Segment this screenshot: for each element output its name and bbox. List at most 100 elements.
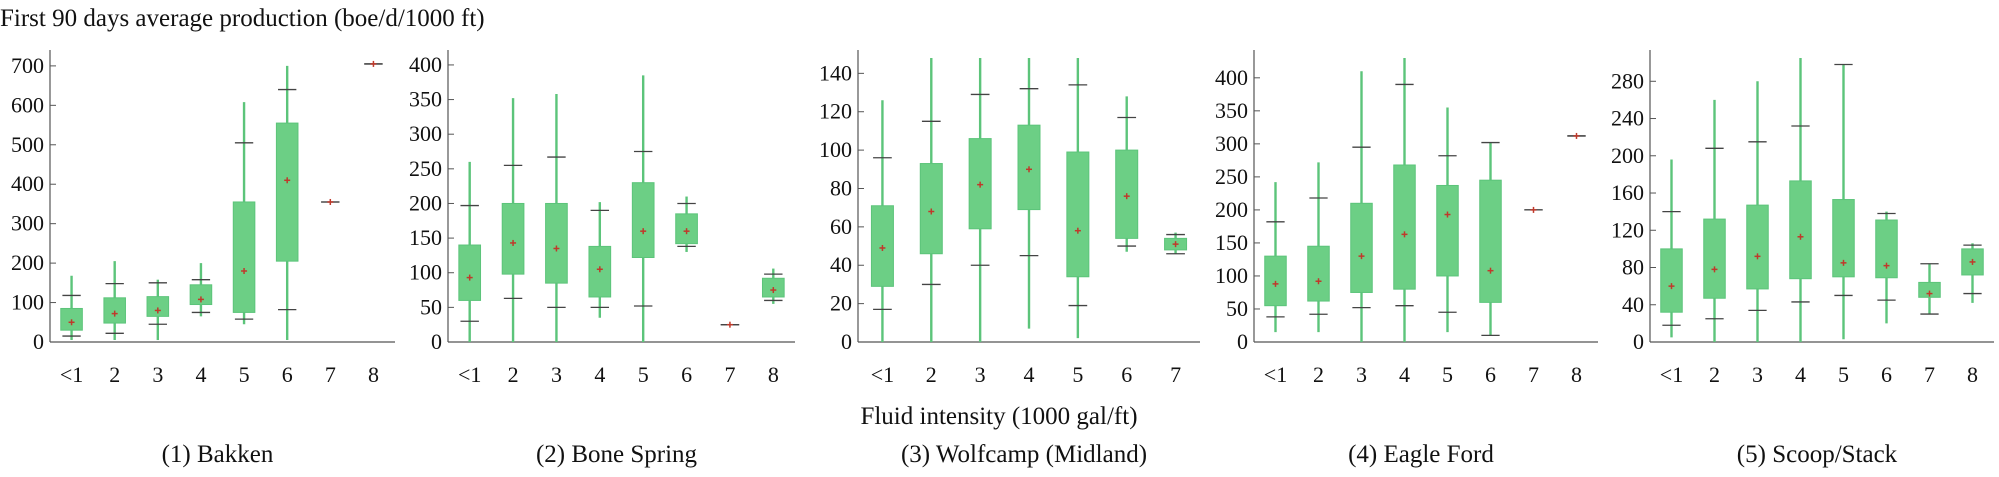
box-item: [1918, 263, 1941, 315]
x-tick-label: 8: [1967, 362, 1978, 387]
box-rect: [146, 296, 170, 317]
x-tick-label: 8: [368, 362, 379, 387]
box-rect: [545, 202, 568, 284]
box-rect: [1307, 245, 1330, 302]
x-tick-label: 3: [152, 362, 163, 387]
chart-panel: 0 100 200 300 400 500 600 700 <1 2 3 4 5 6 7 8 (1) Bakke…: [11, 50, 395, 468]
y-tick-label: 300: [1215, 131, 1248, 156]
x-tick-label: <1: [871, 362, 894, 387]
x-tick-label: 2: [926, 362, 937, 387]
y-tick-label: 240: [1611, 106, 1644, 131]
box-item: [545, 94, 568, 342]
y-tick-label: 0: [431, 329, 442, 354]
x-tick-label: 7: [325, 362, 336, 387]
x-axis-title: Fluid intensity (1000 gal/ft): [860, 403, 1137, 430]
y-tick-label: 100: [409, 260, 442, 285]
box-item: [1660, 159, 1683, 338]
y-tick-label: 20: [830, 291, 852, 316]
y-tick-label: 120: [1611, 217, 1644, 242]
y-tick-label: 400: [11, 171, 44, 196]
y-tick-label: 150: [1215, 230, 1248, 255]
box-item: [1164, 232, 1188, 255]
panel-caption: (5) Scoop/Stack: [1737, 441, 1898, 468]
y-tick-label: 600: [11, 92, 44, 117]
box-rect: [501, 202, 525, 275]
chart-panel: 0 50 100 150 200 250 300 350 400 <1 2 3 4 5 6 7 8 (4) Eag…: [1215, 50, 1598, 468]
x-tick-label: 5: [239, 362, 250, 387]
box-rect: [275, 122, 299, 262]
box-item: [1961, 243, 1984, 303]
box-rect: [458, 244, 482, 301]
box-item: [1567, 132, 1586, 139]
x-tick-label: 3: [1752, 362, 1763, 387]
box-rect: [1875, 219, 1898, 279]
x-tick-label: 2: [1709, 362, 1720, 387]
y-tick-label: 0: [841, 329, 852, 354]
box-item: [1017, 58, 1041, 329]
box-item: [146, 279, 170, 341]
x-tick-label: <1: [1660, 362, 1683, 387]
box-item: [1875, 211, 1898, 324]
y-tick-label: 250: [409, 156, 442, 181]
y-tick-label: 60: [830, 214, 852, 239]
x-tick-label: 8: [768, 362, 779, 387]
x-tick-label: <1: [60, 362, 83, 387]
x-tick-label: 4: [1399, 362, 1410, 387]
box-rect: [1660, 248, 1683, 313]
x-tick-label: 7: [1528, 362, 1539, 387]
y-tick-label: 0: [1237, 329, 1248, 354]
chart-panel: 0 50 100 150 200 250 300 350 400 <1 2 3 4 5 6 7 8 (2) Bon…: [409, 50, 795, 468]
box-item: [189, 263, 213, 317]
x-tick-label: 7: [1924, 362, 1935, 387]
box-item: [870, 100, 894, 342]
chart-panel: 0 20 40 60 80 100 120 140 <1 2 3 4 5 6 7 (3) Wolfcamp (…: [819, 50, 1200, 468]
box-rect: [1918, 281, 1941, 298]
box-item: [1832, 63, 1855, 340]
x-tick-label: 5: [1838, 362, 1849, 387]
y-tick-label: 400: [1215, 65, 1248, 90]
x-tick-label: 6: [282, 362, 293, 387]
panel-caption: (1) Bakken: [162, 441, 274, 468]
x-tick-label: 2: [508, 362, 519, 387]
y-tick-label: 40: [830, 252, 852, 277]
box-item: [1307, 162, 1330, 333]
box-item: [275, 65, 299, 341]
box-item: [1115, 96, 1139, 252]
box-item: [1524, 206, 1543, 213]
box-item: [968, 58, 992, 342]
box-rect: [189, 284, 213, 306]
panel-caption: (2) Bone Spring: [536, 441, 698, 468]
y-tick-label: 0: [1633, 329, 1644, 354]
x-tick-label: <1: [1264, 362, 1287, 387]
y-tick-label: 500: [11, 132, 44, 157]
box-item: [1436, 107, 1459, 333]
box-rect: [1350, 202, 1373, 293]
y-tick-label: 250: [1215, 164, 1248, 189]
y-tick-label: 100: [1215, 263, 1248, 288]
box-rect: [103, 297, 126, 324]
y-tick-label: 50: [420, 294, 442, 319]
y-tick-label: 0: [33, 329, 44, 354]
chart-panel: 0 40 80 120 160 200 240 280 <1 2 3 4 5 6 7 8 (5) Scoop/S…: [1611, 50, 1994, 468]
x-tick-label: 4: [1024, 362, 1035, 387]
box-item: [60, 275, 83, 341]
y-tick-label: 80: [830, 175, 852, 200]
x-tick-label: 8: [1571, 362, 1582, 387]
y-tick-label: 350: [1215, 98, 1248, 123]
x-tick-label: 7: [724, 362, 735, 387]
box-item: [232, 102, 256, 325]
x-tick-label: 4: [594, 362, 605, 387]
box-item: [1264, 182, 1287, 333]
box-rect: [1703, 218, 1726, 299]
y-tick-label: 40: [1622, 292, 1644, 317]
box-rect: [1393, 164, 1416, 290]
y-tick-label: 80: [1622, 255, 1644, 280]
box-item: [1789, 58, 1812, 342]
box-item: [364, 60, 383, 67]
box-item: [103, 261, 126, 341]
box-rect: [1436, 184, 1459, 277]
box-item: [588, 202, 612, 318]
y-tick-label: 140: [819, 60, 852, 85]
box-item: [761, 268, 785, 304]
y-tick-label: 150: [409, 225, 442, 250]
